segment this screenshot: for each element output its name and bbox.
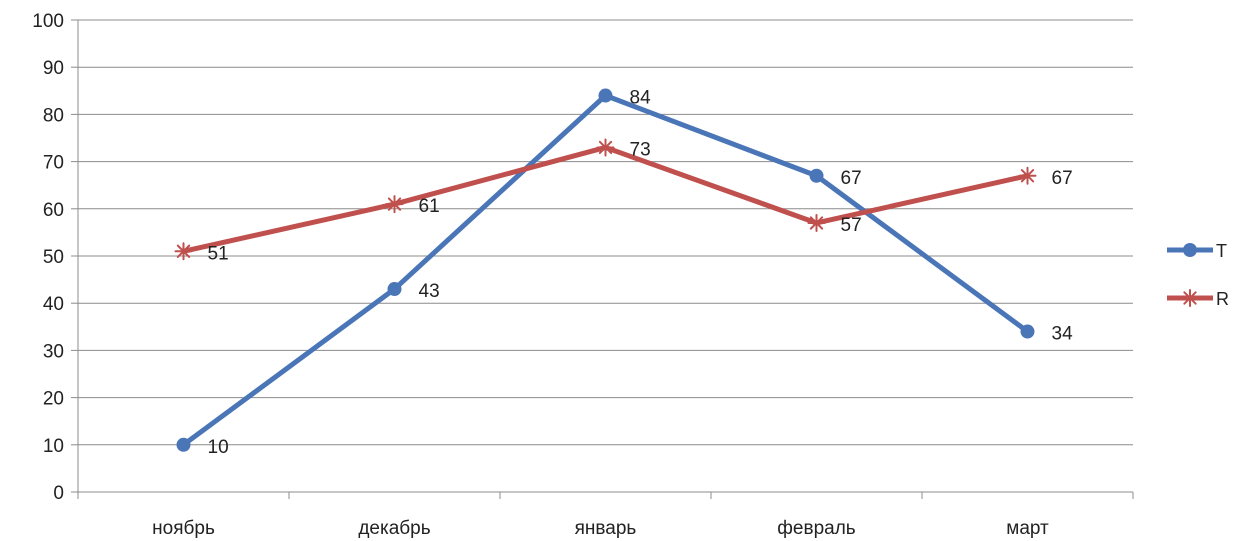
data-point <box>809 168 824 183</box>
y-tick-label: 20 <box>43 389 64 410</box>
series-R <box>174 138 1037 261</box>
data-label: 67 <box>1052 168 1073 189</box>
star-stroke <box>1020 169 1035 183</box>
y-tick-label: 100 <box>32 11 64 32</box>
data-point <box>174 242 193 261</box>
legend-marker <box>1183 243 1197 257</box>
x-tick-label: февраль <box>777 518 856 539</box>
y-tick-label: 30 <box>43 341 64 362</box>
y-axis-ticks: 0 10 20 30 40 50 60 70 80 90 100 <box>32 11 64 504</box>
data-label: 61 <box>419 196 440 217</box>
data-label: 67 <box>841 168 862 189</box>
data-label: 34 <box>1052 324 1074 345</box>
data-label: 51 <box>208 243 229 264</box>
y-tick-label: 50 <box>43 247 64 268</box>
grid-layer <box>71 19 1134 499</box>
y-tick-label: 90 <box>43 58 64 79</box>
star-stroke <box>598 140 613 155</box>
x-tick-label: март <box>1006 518 1049 539</box>
x-tick-label: январь <box>575 518 637 539</box>
y-tick-label: 70 <box>43 153 64 174</box>
data-label: 84 <box>630 88 652 109</box>
legend-marker <box>1181 289 1199 307</box>
y-tick-label: 40 <box>43 294 64 315</box>
x-axis-ticks: ноябрь декабрь январь февраль март <box>152 518 1049 539</box>
data-point <box>1020 324 1035 339</box>
data-label: 10 <box>208 437 229 458</box>
legend: TR <box>1167 241 1229 309</box>
data-label: 73 <box>630 139 651 160</box>
legend-label: R <box>1216 289 1229 309</box>
star-stroke <box>387 197 402 211</box>
data-labels: 10 43 84 67 34 51 61 73 57 67 <box>208 88 1074 458</box>
data-point <box>598 88 613 103</box>
data-point <box>807 213 826 232</box>
legend-item-T: T <box>1167 241 1227 261</box>
series-T <box>176 88 1035 452</box>
legend-item-R: R <box>1167 289 1229 309</box>
x-tick-label: ноябрь <box>152 518 215 539</box>
data-label: 57 <box>841 215 862 236</box>
star-stroke <box>809 216 824 230</box>
star-stroke <box>1183 291 1197 305</box>
data-point <box>385 195 404 214</box>
star-stroke <box>176 244 191 258</box>
data-label: 43 <box>419 281 440 302</box>
y-tick-label: 0 <box>53 483 64 504</box>
y-tick-label: 60 <box>43 200 64 221</box>
legend-label: T <box>1216 241 1227 261</box>
y-tick-label: 80 <box>43 105 64 126</box>
data-point <box>596 138 615 157</box>
data-point <box>1018 166 1037 185</box>
data-point <box>176 437 191 452</box>
series-layer <box>174 88 1037 452</box>
x-tick-label: декабрь <box>358 518 430 539</box>
data-point <box>387 282 402 297</box>
y-tick-label: 10 <box>43 436 64 457</box>
